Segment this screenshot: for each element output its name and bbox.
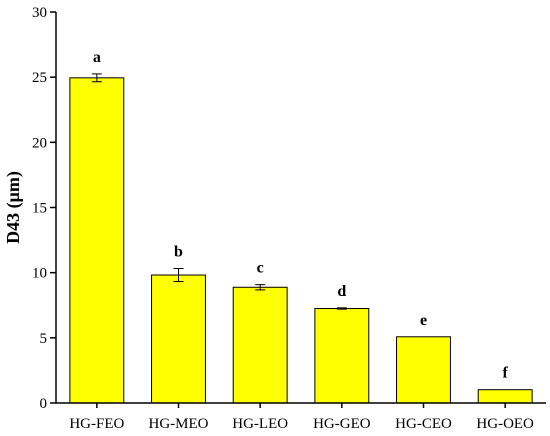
y-tick-label: 25 — [32, 70, 47, 86]
error-bars — [91, 73, 347, 310]
significance-label: c — [257, 260, 264, 277]
y-tick-label: 10 — [32, 266, 47, 282]
bar-hg-feo — [69, 77, 125, 404]
significance-label: a — [93, 49, 101, 66]
y-tick-label: 0 — [40, 396, 48, 412]
bar-hg-geo — [314, 308, 370, 404]
category-label: HG-OEO — [476, 416, 534, 432]
bar-hg-leo — [232, 286, 288, 404]
y-tick-label: 30 — [32, 5, 47, 21]
category-label: HG-MEO — [149, 416, 209, 432]
bar-hg-ceo — [396, 336, 451, 404]
y-tick-label: 15 — [32, 201, 47, 217]
bar-hg-meo — [151, 274, 206, 404]
error-bar-hg-geo — [336, 307, 347, 310]
error-bar-hg-feo — [91, 73, 102, 83]
error-bar-hg-leo — [255, 284, 266, 291]
y-tick-label: 20 — [32, 135, 47, 151]
significance-labels: a b c d e f — [93, 49, 509, 382]
category-label: HG-FEO — [69, 416, 124, 432]
category-label: HG-LEO — [232, 416, 288, 432]
bars — [69, 77, 533, 404]
significance-label: f — [503, 365, 509, 382]
error-bar-hg-meo — [173, 267, 184, 283]
category-labels: HG-FEO HG-MEO HG-LEO HG-GEO HG-CEO HG-OEO — [69, 403, 534, 432]
y-axis-ticks: 0 5 10 15 20 25 30 — [32, 5, 56, 412]
category-label: HG-CEO — [395, 416, 452, 432]
significance-label: d — [337, 283, 346, 300]
significance-label: b — [174, 243, 183, 260]
y-axis-title: D43 (μm) — [3, 171, 24, 244]
category-label: HG-GEO — [313, 416, 371, 432]
significance-label: e — [420, 312, 427, 329]
y-tick-label: 5 — [40, 331, 48, 347]
bar-hg-oeo — [477, 389, 533, 404]
